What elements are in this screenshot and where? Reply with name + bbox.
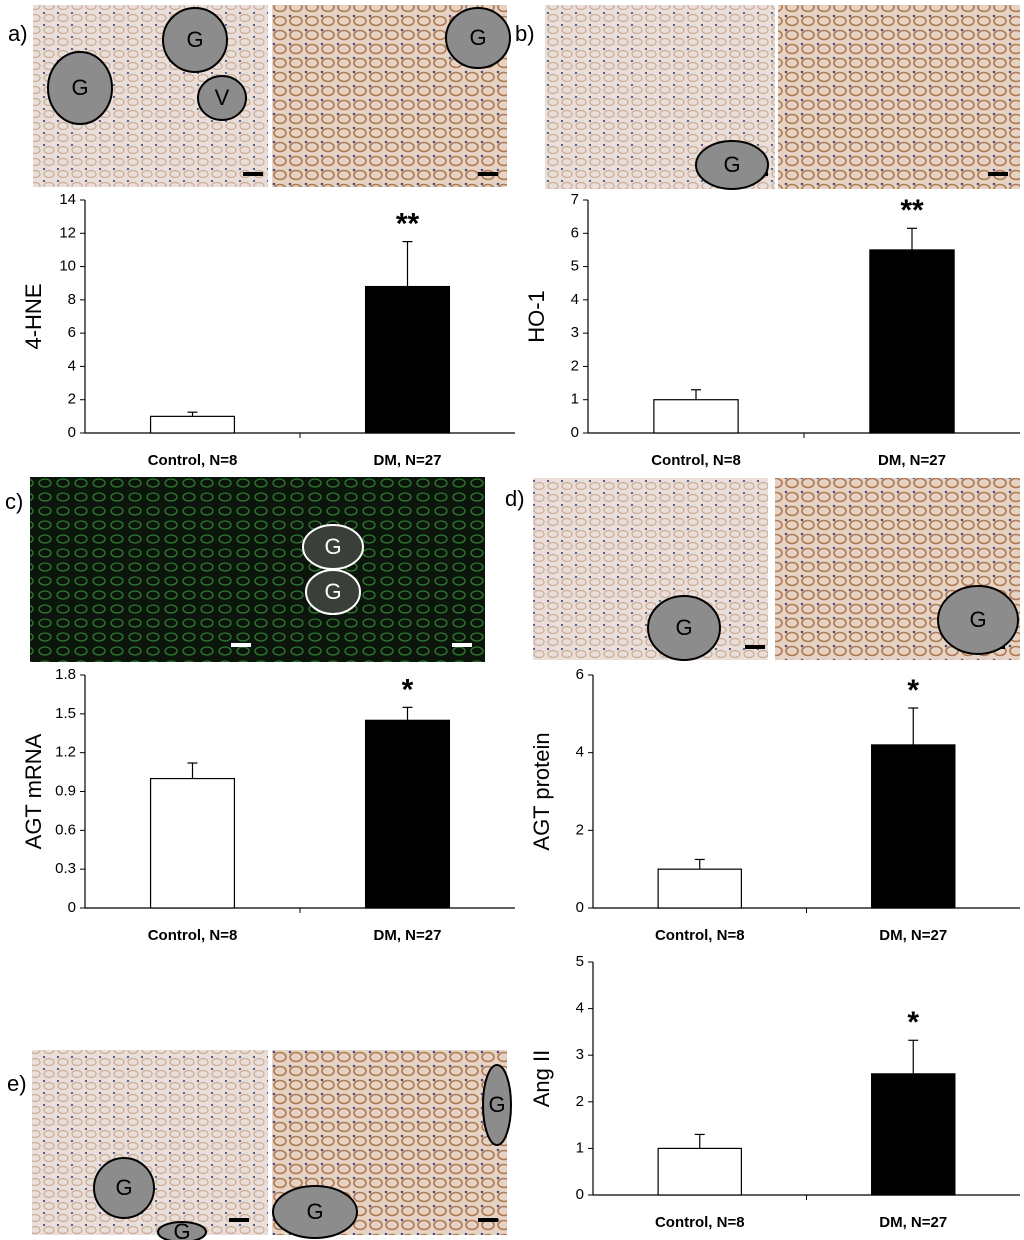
- x-tick-label: Control, N=8: [148, 452, 238, 469]
- y-tick-label: 3: [576, 1046, 584, 1063]
- y-tick-label: 0: [68, 899, 76, 916]
- significance: **: [396, 208, 420, 241]
- scale-bars: [231, 643, 472, 647]
- glomerulus-outline: [937, 585, 1019, 655]
- y-tick-label: 0: [68, 424, 76, 441]
- panel-label: b): [515, 21, 535, 46]
- y-tick-label: 2: [68, 391, 76, 408]
- y-tick-label: 5: [571, 258, 579, 275]
- x-tick-label: Control, N=8: [655, 1214, 745, 1231]
- y-tick-label: 0.3: [55, 860, 76, 877]
- y-tick-label: 4: [576, 744, 584, 761]
- y-tick-label: 2: [571, 357, 579, 374]
- glomerulus-outline: [197, 75, 247, 121]
- glomerulus-outline: [445, 7, 511, 69]
- y-tick-label: 0.9: [55, 782, 76, 799]
- x-tick-label: DM, N=27: [878, 452, 946, 469]
- region-label: V: [215, 85, 230, 110]
- y-tick-label: 3: [571, 324, 579, 341]
- bar: [657, 1147, 742, 1196]
- y-axis-label: Ang II: [529, 1050, 554, 1107]
- glomerulus-outline: [272, 1185, 358, 1239]
- panel-label: d): [505, 486, 525, 511]
- x-tick-label: Control, N=8: [655, 927, 745, 944]
- region-label: G: [115, 1175, 132, 1200]
- region-label: G: [469, 25, 486, 50]
- x-tick-label: Control, N=8: [651, 452, 741, 469]
- region-label: G: [186, 27, 203, 52]
- y-tick-label: 14: [59, 191, 76, 208]
- y-tick-label: 1: [571, 391, 579, 408]
- glomerulus-outline: [162, 7, 228, 73]
- y-tick-label: 0: [576, 1186, 584, 1203]
- glomerulus-outline: [695, 140, 769, 190]
- y-axis-label: AGT mRNA: [21, 733, 46, 849]
- y-tick-label: 4: [68, 357, 76, 374]
- x-tick-label: DM, N=27: [879, 1214, 947, 1231]
- y-axis-label: HO-1: [524, 290, 549, 343]
- y-tick-label: 7: [571, 191, 579, 208]
- glomerulus-outline: [157, 1221, 207, 1240]
- bar: [871, 1073, 956, 1196]
- y-tick-label: 2: [576, 821, 584, 838]
- glomerulus-outline: [482, 1064, 512, 1146]
- bar: [653, 399, 739, 434]
- y-tick-label: 1.8: [55, 666, 76, 683]
- bar: [364, 285, 451, 434]
- glomerulus-outline: [93, 1157, 155, 1219]
- y-tick-label: 0: [571, 424, 579, 441]
- region-label: G: [324, 534, 341, 559]
- bar: [871, 744, 956, 909]
- region-label: G: [71, 75, 88, 100]
- bar: [149, 777, 236, 909]
- y-tick-label: 4: [576, 1000, 584, 1017]
- region-label: G: [324, 579, 341, 604]
- bar: [149, 415, 236, 434]
- glomerulus-outline: [647, 595, 721, 661]
- y-tick-label: 10: [59, 258, 76, 275]
- panel-label: e): [7, 1071, 27, 1096]
- region-label: G: [723, 152, 740, 177]
- bar: [869, 249, 955, 434]
- y-tick-label: 5: [576, 953, 584, 970]
- region-label: G: [488, 1092, 505, 1117]
- y-tick-label: 6: [576, 666, 584, 683]
- significance: *: [402, 673, 414, 706]
- glomerulus-outline: [305, 569, 361, 615]
- x-tick-label: Control, N=8: [148, 927, 238, 944]
- region-label: G: [306, 1199, 323, 1224]
- y-tick-label: 8: [68, 291, 76, 308]
- micrograph: [778, 5, 1020, 189]
- y-tick-label: 6: [571, 224, 579, 241]
- x-tick-label: DM, N=27: [374, 927, 442, 944]
- y-tick-label: 1: [576, 1139, 584, 1156]
- bar: [657, 868, 742, 909]
- significance: *: [907, 1006, 919, 1039]
- y-tick-label: 6: [68, 324, 76, 341]
- y-tick-label: 2: [576, 1093, 584, 1110]
- significance: **: [900, 194, 924, 227]
- region-label: G: [173, 1219, 190, 1240]
- y-tick-label: 0: [576, 899, 584, 916]
- micrograph: [32, 1050, 268, 1235]
- region-label: G: [969, 607, 986, 632]
- region-label: G: [675, 615, 692, 640]
- bar: [364, 719, 451, 909]
- y-tick-label: 1.2: [55, 744, 76, 761]
- x-tick-label: DM, N=27: [374, 452, 442, 469]
- panel-label: a): [8, 21, 28, 46]
- y-tick-label: 12: [59, 224, 76, 241]
- y-tick-label: 1.5: [55, 705, 76, 722]
- x-tick-label: DM, N=27: [879, 927, 947, 944]
- y-tick-label: 0.6: [55, 821, 76, 838]
- micrograph: [30, 477, 485, 662]
- panel-label: c): [5, 489, 23, 514]
- micrographs: [30, 5, 1020, 1235]
- y-tick-label: 4: [571, 291, 579, 308]
- y-axis-label: 4-HNE: [21, 283, 46, 349]
- significance: *: [907, 674, 919, 707]
- glomerulus-outline: [47, 51, 113, 125]
- y-axis-label: AGT protein: [529, 732, 554, 850]
